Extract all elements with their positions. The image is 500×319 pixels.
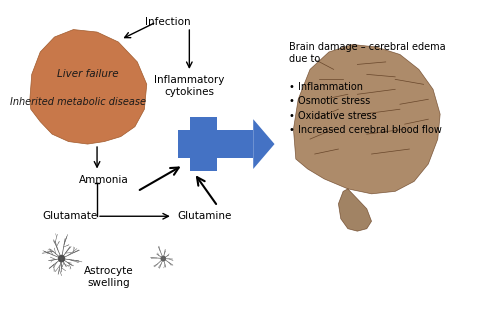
- Text: Glutamine: Glutamine: [178, 211, 232, 221]
- Text: Liver failure: Liver failure: [57, 69, 118, 79]
- Text: • Inflammation
• Osmotic stress
• Oxidative stress
• Increased cerebral blood fl: • Inflammation • Osmotic stress • Oxidat…: [288, 82, 442, 135]
- Polygon shape: [338, 189, 372, 231]
- Text: Inflammatory
cytokines: Inflammatory cytokines: [154, 75, 224, 97]
- Polygon shape: [253, 119, 274, 169]
- Polygon shape: [190, 117, 217, 171]
- Text: Inherited metabolic disease: Inherited metabolic disease: [10, 97, 146, 107]
- Text: Glutamate: Glutamate: [42, 211, 98, 221]
- Polygon shape: [30, 30, 146, 144]
- Polygon shape: [294, 45, 440, 194]
- Text: Ammonia: Ammonia: [80, 175, 129, 185]
- Text: Infection: Infection: [145, 17, 191, 27]
- Circle shape: [161, 256, 166, 261]
- Polygon shape: [178, 130, 253, 158]
- Text: Brain damage – cerebral edema
due to: Brain damage – cerebral edema due to: [288, 42, 446, 64]
- Circle shape: [58, 255, 65, 262]
- Text: Astrocyte
swelling: Astrocyte swelling: [84, 266, 134, 288]
